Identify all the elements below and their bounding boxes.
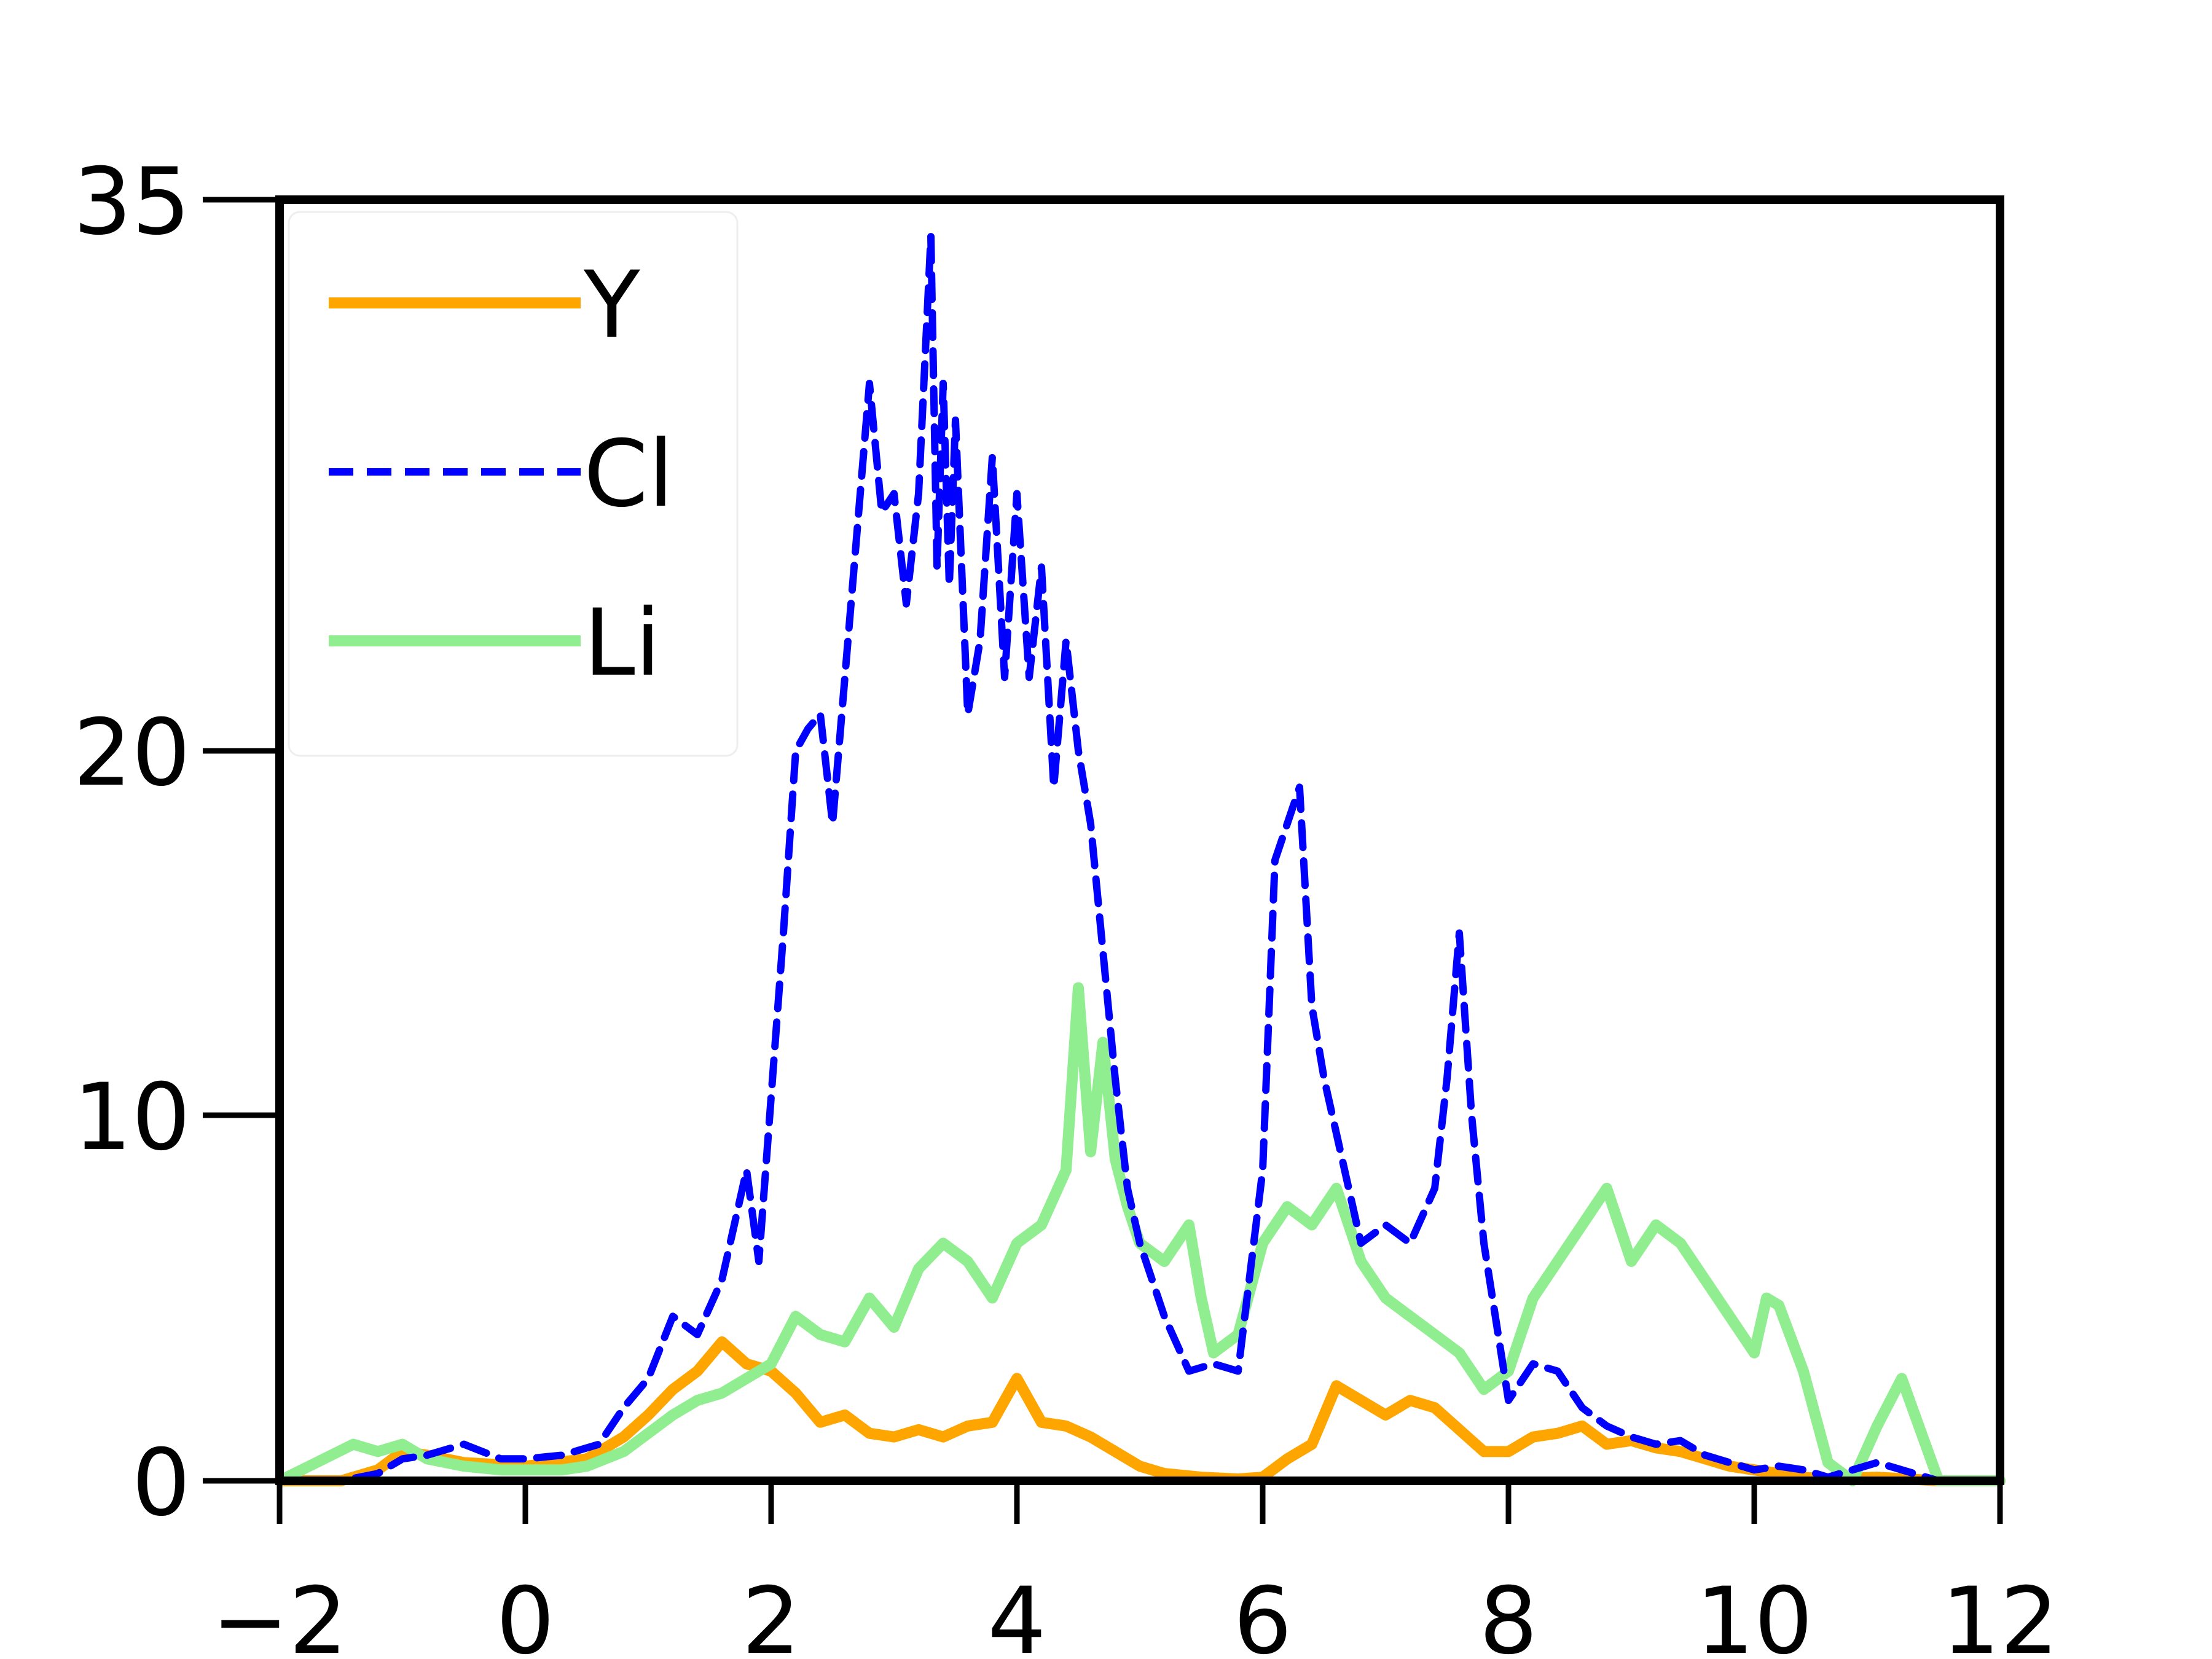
legend: Y Cl Li [288, 211, 739, 757]
x-tick-label: 10 [1696, 1568, 1813, 1659]
y-tick-label: 10 [73, 1064, 190, 1171]
plot-frame [275, 195, 2004, 1485]
y-tick-label: 20 [73, 700, 190, 807]
x-tick-label: 8 [1479, 1568, 1537, 1659]
x-tick-label: 0 [496, 1568, 554, 1659]
x-tick-label: 6 [1233, 1568, 1292, 1659]
legend-label-cl: Cl [584, 421, 673, 528]
series-line-cl [276, 232, 2004, 1484]
x-tick-label: 4 [987, 1568, 1046, 1659]
y-tick-label: 35 [73, 149, 190, 256]
series-layer [274, 232, 2006, 1486]
x-tick-label: −2 [211, 1568, 347, 1659]
legend-label-li: Li [584, 590, 661, 697]
x-tick-label: 2 [742, 1568, 800, 1659]
y-tick-label: 0 [132, 1430, 190, 1537]
x-tick-label: 12 [1942, 1568, 2059, 1659]
legend-box [288, 211, 739, 757]
series-line-y [274, 1336, 2006, 1486]
legend-label-y: Y [583, 252, 640, 359]
